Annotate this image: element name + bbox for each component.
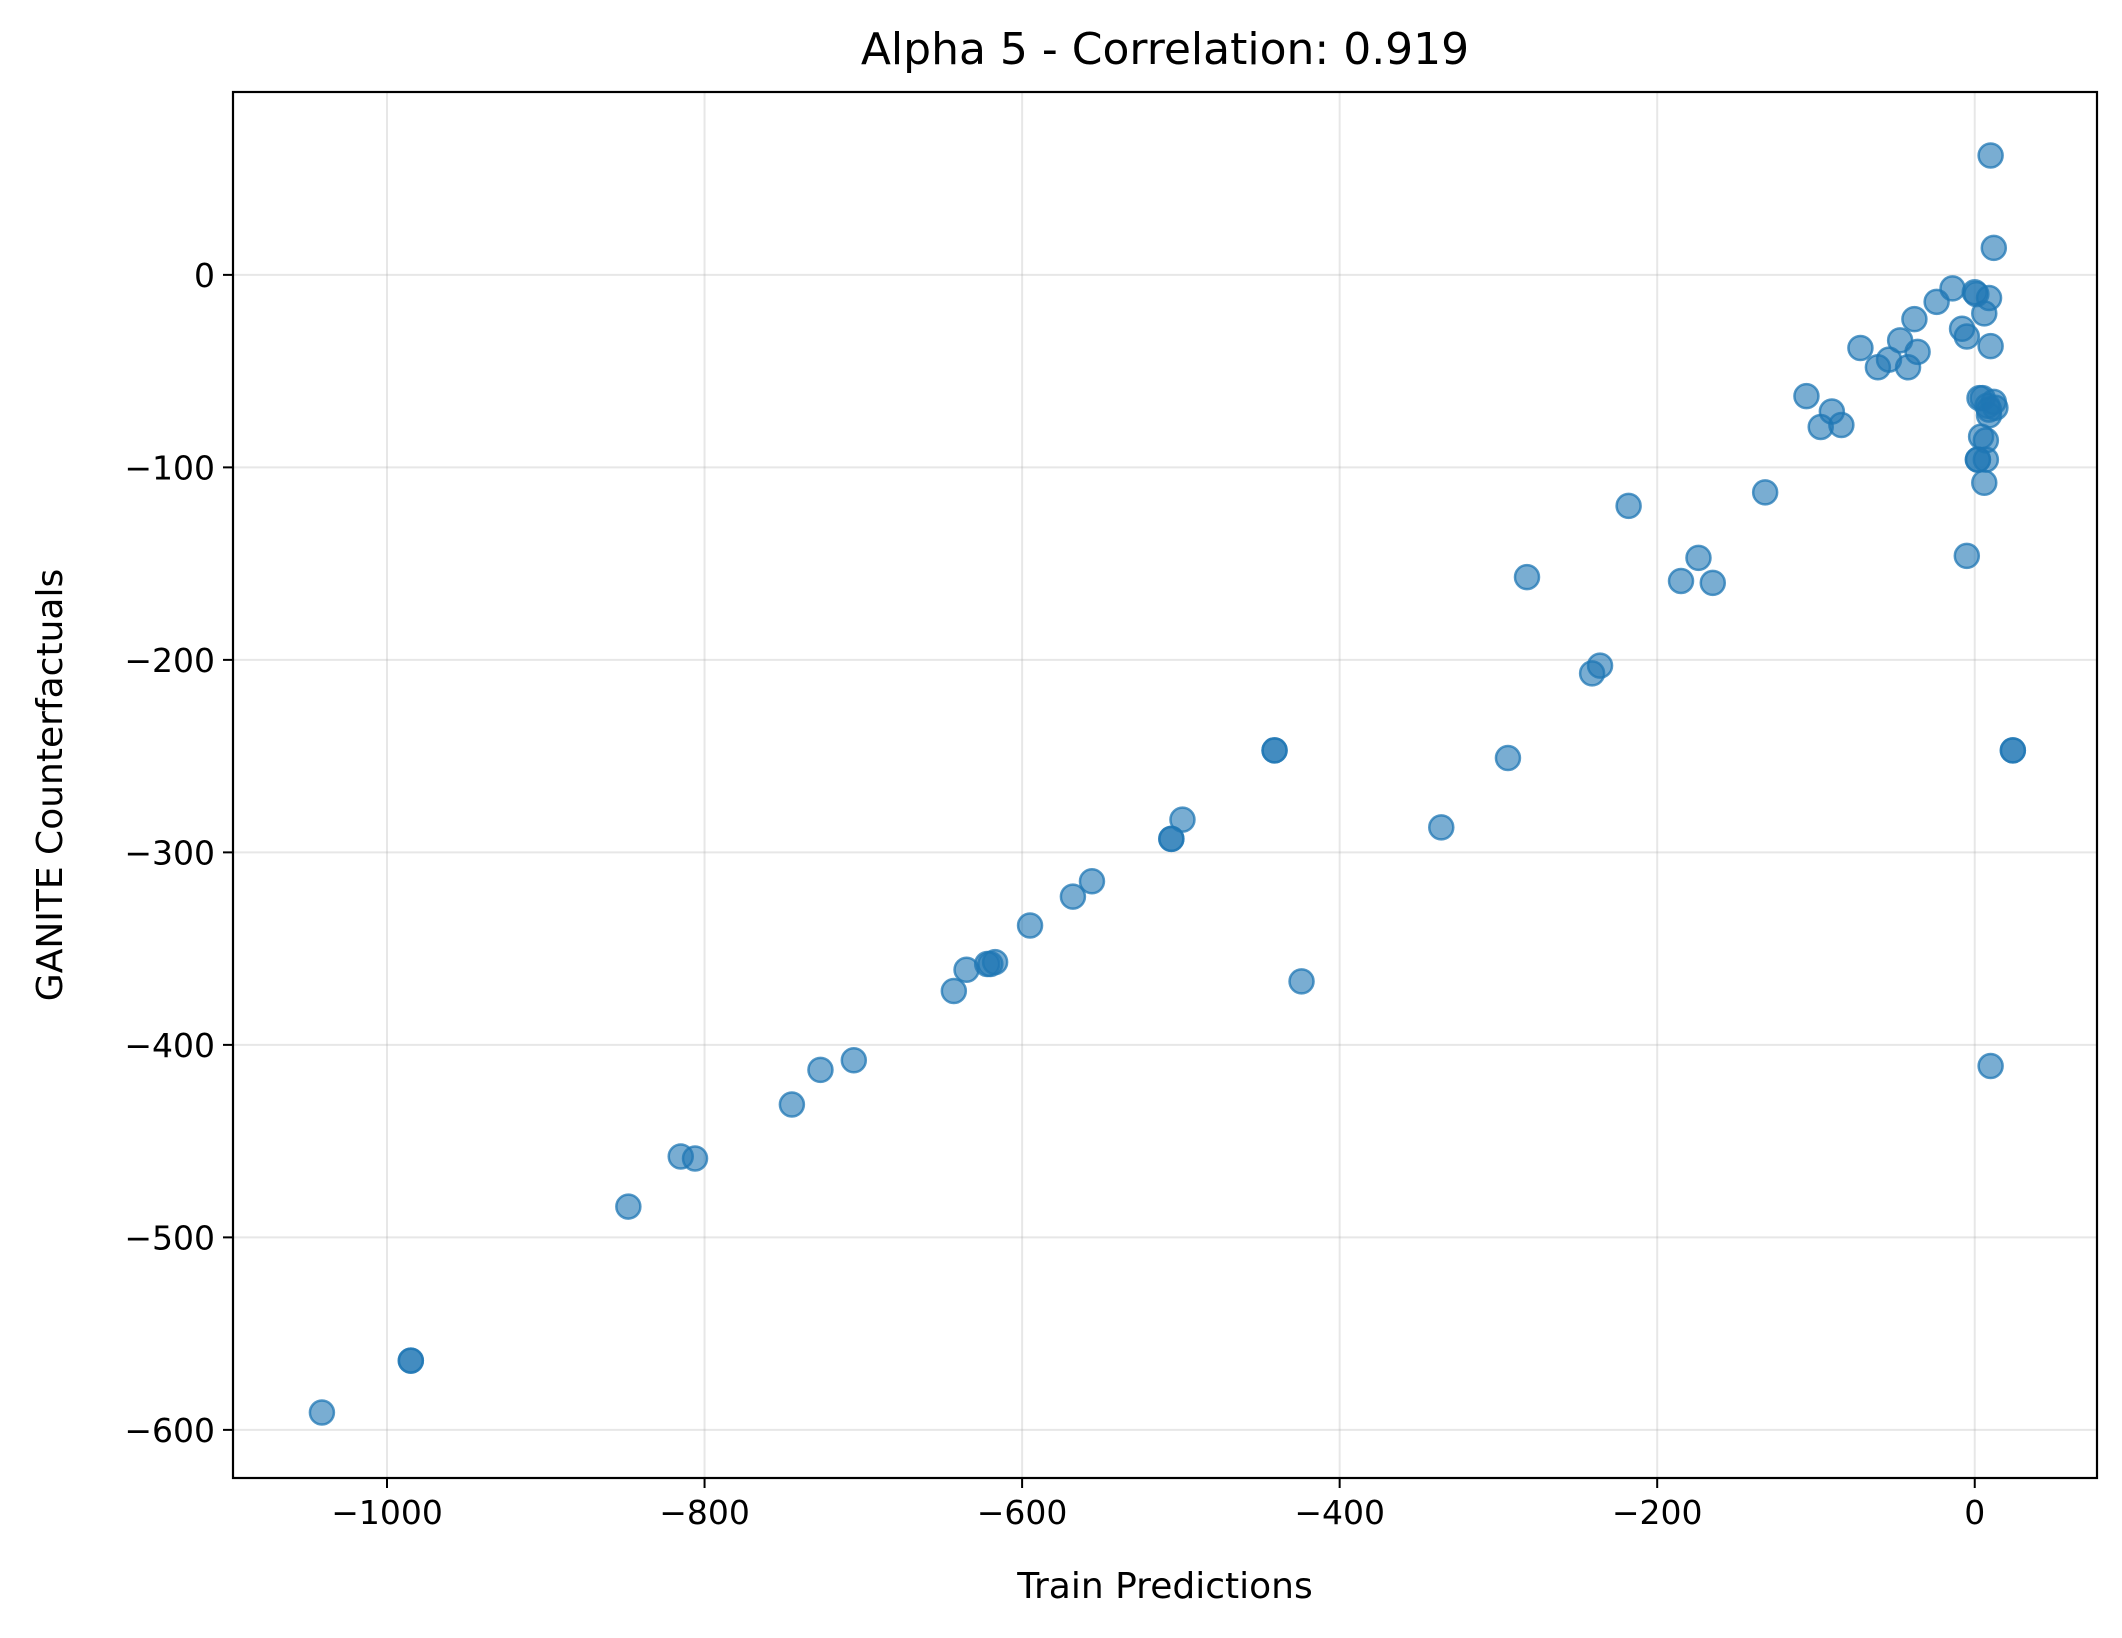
gridlines xyxy=(233,92,2097,1478)
chart-title: Alpha 5 - Correlation: 0.919 xyxy=(861,24,1469,75)
data-point xyxy=(1847,334,1874,362)
data-point xyxy=(1975,284,2003,312)
data-point xyxy=(1828,411,1855,439)
y-tick-label: −600 xyxy=(124,1411,215,1450)
y-axis-label: GANITE Counterfactuals xyxy=(30,569,71,1001)
y-tick-label: −500 xyxy=(124,1218,215,1257)
data-point xyxy=(1751,479,1779,506)
y-tick-label: −100 xyxy=(124,448,215,487)
data-point xyxy=(1158,825,1185,853)
data-point xyxy=(1971,469,1998,497)
x-tick-label: −400 xyxy=(1294,1493,1385,1532)
data-point xyxy=(308,1399,336,1426)
data-point xyxy=(1793,382,1820,410)
data-point xyxy=(1982,394,2009,421)
x-tick-label: 0 xyxy=(1964,1493,1985,1532)
x-tick-label: −800 xyxy=(659,1493,750,1532)
data-point xyxy=(940,977,968,1005)
data-point xyxy=(1699,569,1727,597)
data-point xyxy=(615,1193,642,1220)
data-point xyxy=(1059,883,1087,910)
data-point xyxy=(1685,544,1712,572)
data-point xyxy=(1980,234,2008,262)
data-point xyxy=(1428,814,1455,841)
data-point xyxy=(1999,737,2027,764)
x-axis-label: Train Predictions xyxy=(1016,1566,1312,1607)
data-point xyxy=(1169,806,1196,833)
data-point xyxy=(397,1347,425,1374)
data-point xyxy=(1953,323,1981,350)
y-tick-label: −300 xyxy=(124,833,215,872)
x-tick-label: −600 xyxy=(977,1493,1068,1532)
axis-ticks: −1000 −800 −600 −400 −200 0 0 −100 −200 −300 −400 −… xyxy=(124,256,1985,1532)
data-point xyxy=(981,948,1009,976)
data-point xyxy=(840,1047,868,1074)
data-point xyxy=(1977,142,2004,169)
data-point xyxy=(778,1091,806,1118)
data-point xyxy=(1977,1052,2004,1080)
data-point xyxy=(1667,567,1695,595)
data-point xyxy=(1977,332,2004,360)
data-point xyxy=(1953,542,1981,570)
y-tick-label: −200 xyxy=(124,641,215,680)
data-point xyxy=(1972,427,2000,454)
data-point xyxy=(1904,338,1931,366)
y-tick-label: −400 xyxy=(124,1026,215,1065)
data-point xyxy=(1513,563,1541,591)
data-point xyxy=(1939,275,1966,302)
data-point xyxy=(1016,912,1044,939)
y-tick-label: 0 xyxy=(194,256,215,295)
data-point xyxy=(681,1145,709,1172)
data-point xyxy=(1494,744,1522,772)
data-point xyxy=(807,1056,834,1084)
x-tick-label: −200 xyxy=(1612,1493,1703,1532)
x-tick-label: −1000 xyxy=(331,1493,443,1532)
data-point xyxy=(1288,968,1315,995)
data-point xyxy=(1615,492,1642,520)
data-points xyxy=(308,142,2027,1426)
data-point xyxy=(1261,737,1288,764)
data-point xyxy=(1078,868,1106,895)
axes-frame xyxy=(231,90,2099,1480)
data-point xyxy=(1901,305,1928,333)
data-point xyxy=(1586,652,1614,679)
